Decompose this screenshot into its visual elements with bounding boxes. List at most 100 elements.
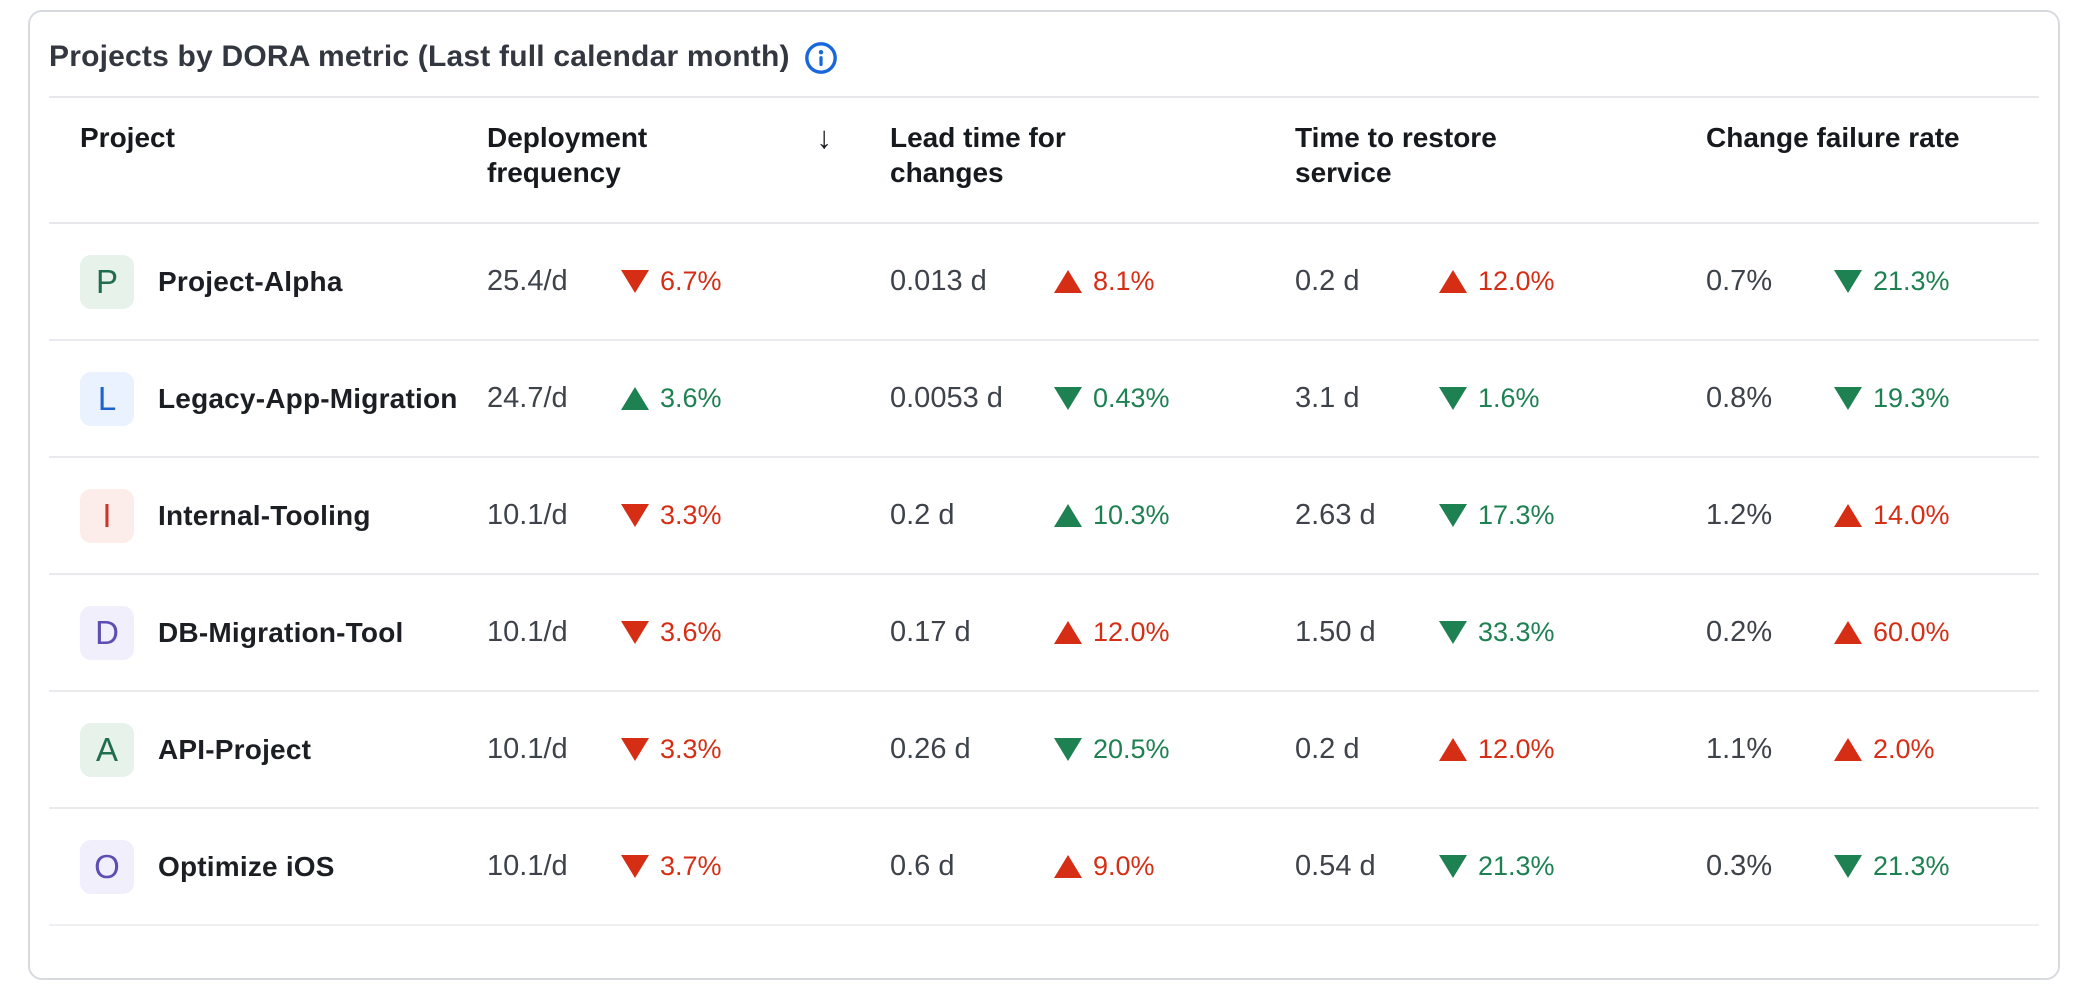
change-percent: 1.6% bbox=[1478, 383, 1540, 413]
trend-arrow-icon bbox=[621, 621, 649, 644]
trend-arrow-icon bbox=[1054, 270, 1082, 293]
metric-value: 1.50 d bbox=[1295, 616, 1376, 648]
change-indicator: 17.3% bbox=[1439, 500, 1555, 531]
project-cell[interactable]: A API-Project bbox=[80, 722, 487, 777]
change-indicator: 19.3% bbox=[1834, 383, 1950, 414]
metric-value: 0.2 d bbox=[890, 499, 955, 531]
sort-descending-icon[interactable]: ↓ bbox=[816, 120, 833, 155]
project-cell[interactable]: P Project-Alpha bbox=[80, 254, 487, 309]
change-indicator: 21.3% bbox=[1439, 851, 1555, 882]
trend-arrow-icon bbox=[1054, 621, 1082, 644]
trend-arrow-icon bbox=[621, 270, 649, 293]
change-percent: 2.0% bbox=[1873, 734, 1935, 764]
metric-value: 25.4/d bbox=[487, 265, 568, 297]
trend-arrow-icon bbox=[621, 738, 649, 761]
column-header-project[interactable]: Project bbox=[80, 98, 487, 155]
change-percent: 3.3% bbox=[660, 500, 722, 530]
column-label: Deployment frequency bbox=[487, 122, 648, 188]
metric-value: 0.6 d bbox=[890, 850, 955, 882]
change-indicator: 1.6% bbox=[1439, 383, 1540, 414]
project-name: DB-Migration-Tool bbox=[158, 616, 404, 648]
change-indicator: 10.3% bbox=[1054, 500, 1170, 531]
project-avatar: L bbox=[80, 371, 134, 426]
change-indicator: 33.3% bbox=[1439, 617, 1555, 648]
change-indicator: 3.6% bbox=[621, 383, 722, 414]
trend-arrow-icon bbox=[1834, 738, 1862, 761]
column-header-change-failure-rate[interactable]: Change failure rate bbox=[1706, 98, 2039, 155]
metric-value: 2.63 d bbox=[1295, 499, 1376, 531]
change-indicator: 12.0% bbox=[1054, 617, 1170, 648]
table-row: L Legacy-App-Migration 24.7/d 3.6% 0.005… bbox=[49, 341, 2039, 458]
info-icon[interactable] bbox=[804, 41, 838, 75]
project-cell[interactable]: O Optimize iOS bbox=[80, 839, 487, 894]
trend-arrow-icon bbox=[1439, 855, 1467, 878]
deployment-frequency-cell: 10.1/d 3.7% bbox=[487, 850, 890, 883]
change-percent: 17.3% bbox=[1478, 500, 1555, 530]
project-avatar: A bbox=[80, 722, 134, 777]
deployment-frequency-cell: 25.4/d 6.7% bbox=[487, 265, 890, 298]
change-percent: 60.0% bbox=[1873, 617, 1950, 647]
trend-arrow-icon bbox=[1439, 738, 1467, 761]
change-percent: 19.3% bbox=[1873, 383, 1950, 413]
project-cell[interactable]: I Internal-Tooling bbox=[80, 488, 487, 543]
change-percent: 3.6% bbox=[660, 617, 722, 647]
change-indicator: 21.3% bbox=[1834, 266, 1950, 297]
metric-value: 10.1/d bbox=[487, 850, 568, 882]
change-indicator: 3.6% bbox=[621, 617, 722, 648]
table-row: O Optimize iOS 10.1/d 3.7% 0.6 d 9.0% 0.… bbox=[49, 809, 2039, 926]
metric-value: 0.2% bbox=[1706, 616, 1773, 648]
metric-value: 10.1/d bbox=[487, 616, 568, 648]
deployment-frequency-cell: 10.1/d 3.3% bbox=[487, 499, 890, 532]
change-failure-rate-cell: 0.7% 21.3% bbox=[1706, 265, 2039, 298]
project-avatar: P bbox=[80, 254, 134, 309]
metric-value: 24.7/d bbox=[487, 382, 568, 414]
change-percent: 33.3% bbox=[1478, 617, 1555, 647]
time-to-restore-cell: 0.2 d 12.0% bbox=[1295, 265, 1706, 298]
change-percent: 21.3% bbox=[1478, 851, 1555, 881]
column-header-deployment-frequency[interactable]: Deployment frequency ↓ bbox=[487, 98, 890, 190]
metric-value: 0.8% bbox=[1706, 382, 1773, 414]
trend-arrow-icon bbox=[1834, 855, 1862, 878]
change-indicator: 3.7% bbox=[621, 851, 722, 882]
dora-metrics-card: Projects by DORA metric (Last full calen… bbox=[28, 10, 2060, 980]
card-title: Projects by DORA metric (Last full calen… bbox=[49, 40, 790, 73]
trend-arrow-icon bbox=[1834, 270, 1862, 293]
change-percent: 9.0% bbox=[1093, 851, 1155, 881]
project-cell[interactable]: L Legacy-App-Migration bbox=[80, 371, 487, 426]
deployment-frequency-cell: 10.1/d 3.6% bbox=[487, 616, 890, 649]
trend-arrow-icon bbox=[1439, 270, 1467, 293]
trend-arrow-icon bbox=[621, 504, 649, 527]
table-row: I Internal-Tooling 10.1/d 3.3% 0.2 d 10.… bbox=[49, 458, 2039, 575]
column-label: Lead time for changes bbox=[890, 122, 1066, 188]
trend-arrow-icon bbox=[1054, 504, 1082, 527]
change-percent: 0.43% bbox=[1093, 383, 1170, 413]
lead-time-cell: 0.0053 d 0.43% bbox=[890, 382, 1295, 415]
column-header-time-to-restore[interactable]: Time to restore service bbox=[1295, 98, 1706, 190]
metric-value: 1.1% bbox=[1706, 733, 1773, 765]
change-failure-rate-cell: 0.8% 19.3% bbox=[1706, 382, 2039, 415]
change-indicator: 12.0% bbox=[1439, 734, 1555, 765]
metric-value: 0.7% bbox=[1706, 265, 1773, 297]
change-percent: 12.0% bbox=[1093, 617, 1170, 647]
metric-value: 0.26 d bbox=[890, 733, 971, 765]
table-row: A API-Project 10.1/d 3.3% 0.26 d 20.5% 0… bbox=[49, 692, 2039, 809]
trend-arrow-icon bbox=[1834, 504, 1862, 527]
metric-value: 0.3% bbox=[1706, 850, 1773, 882]
table-header: Project Deployment frequency ↓ Lead time… bbox=[49, 96, 2039, 224]
trend-arrow-icon bbox=[1834, 387, 1862, 410]
project-name: Internal-Tooling bbox=[158, 499, 371, 531]
column-header-lead-time[interactable]: Lead time for changes bbox=[890, 98, 1295, 190]
metric-value: 0.2 d bbox=[1295, 733, 1360, 765]
change-percent: 3.7% bbox=[660, 851, 722, 881]
trend-arrow-icon bbox=[1439, 504, 1467, 527]
change-indicator: 21.3% bbox=[1834, 851, 1950, 882]
project-name: API-Project bbox=[158, 733, 312, 765]
change-indicator: 6.7% bbox=[621, 266, 722, 297]
project-avatar: I bbox=[80, 488, 134, 543]
change-indicator: 0.43% bbox=[1054, 383, 1170, 414]
project-name: Legacy-App-Migration bbox=[158, 382, 458, 414]
column-label: Change failure rate bbox=[1706, 122, 1960, 153]
metric-value: 0.013 d bbox=[890, 265, 987, 297]
project-cell[interactable]: D DB-Migration-Tool bbox=[80, 605, 487, 660]
change-failure-rate-cell: 0.3% 21.3% bbox=[1706, 850, 2039, 883]
